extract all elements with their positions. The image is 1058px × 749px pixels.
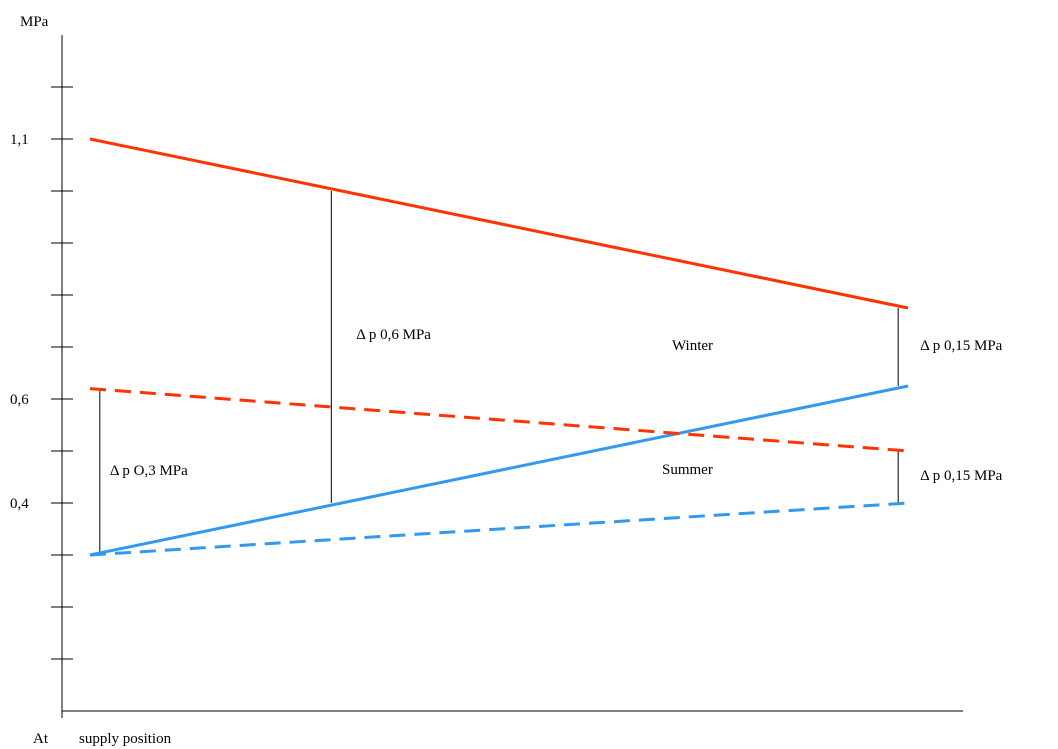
summer-label: Summer — [662, 462, 713, 478]
x-axis-label: supply position — [79, 731, 172, 747]
y-tick-labels: 1,1 0,6 0,4 — [10, 132, 29, 512]
series-line-winter_return — [89, 384, 909, 557]
axes: MPa At supply position — [20, 14, 963, 747]
y-tick-label: 1,1 — [10, 132, 29, 148]
region-labels: Winter Summer — [662, 338, 713, 478]
y-ticks — [51, 86, 73, 660]
delta-p-label-dp_end_winter: Δ p 0,15 MPa — [920, 338, 1002, 354]
delta-p-labels: Δ p O,3 MPa Δ p 0,6 MPa Δ p 0,15 MPa Δ p 0,… — [110, 327, 1003, 484]
y-tick-label: 0,6 — [10, 392, 29, 408]
delta-p-label-dp_mid: Δ p 0,6 MPa — [356, 327, 431, 343]
delta-p-label-dp_start: Δ p O,3 MPa — [110, 463, 188, 479]
y-axis-label: MPa — [20, 14, 49, 30]
delta-p-label-dp_end_summer: Δ p 0,15 MPa — [920, 468, 1002, 484]
delta-p-markers — [99, 191, 899, 555]
x-origin-label: At — [33, 731, 49, 747]
series-lines — [89, 137, 909, 557]
winter-label: Winter — [672, 338, 713, 354]
series-line-summer_supply — [89, 387, 909, 453]
series-line-winter_supply — [89, 137, 909, 310]
y-tick-label: 0,4 — [10, 496, 29, 512]
series-line-summer_return — [89, 501, 909, 557]
